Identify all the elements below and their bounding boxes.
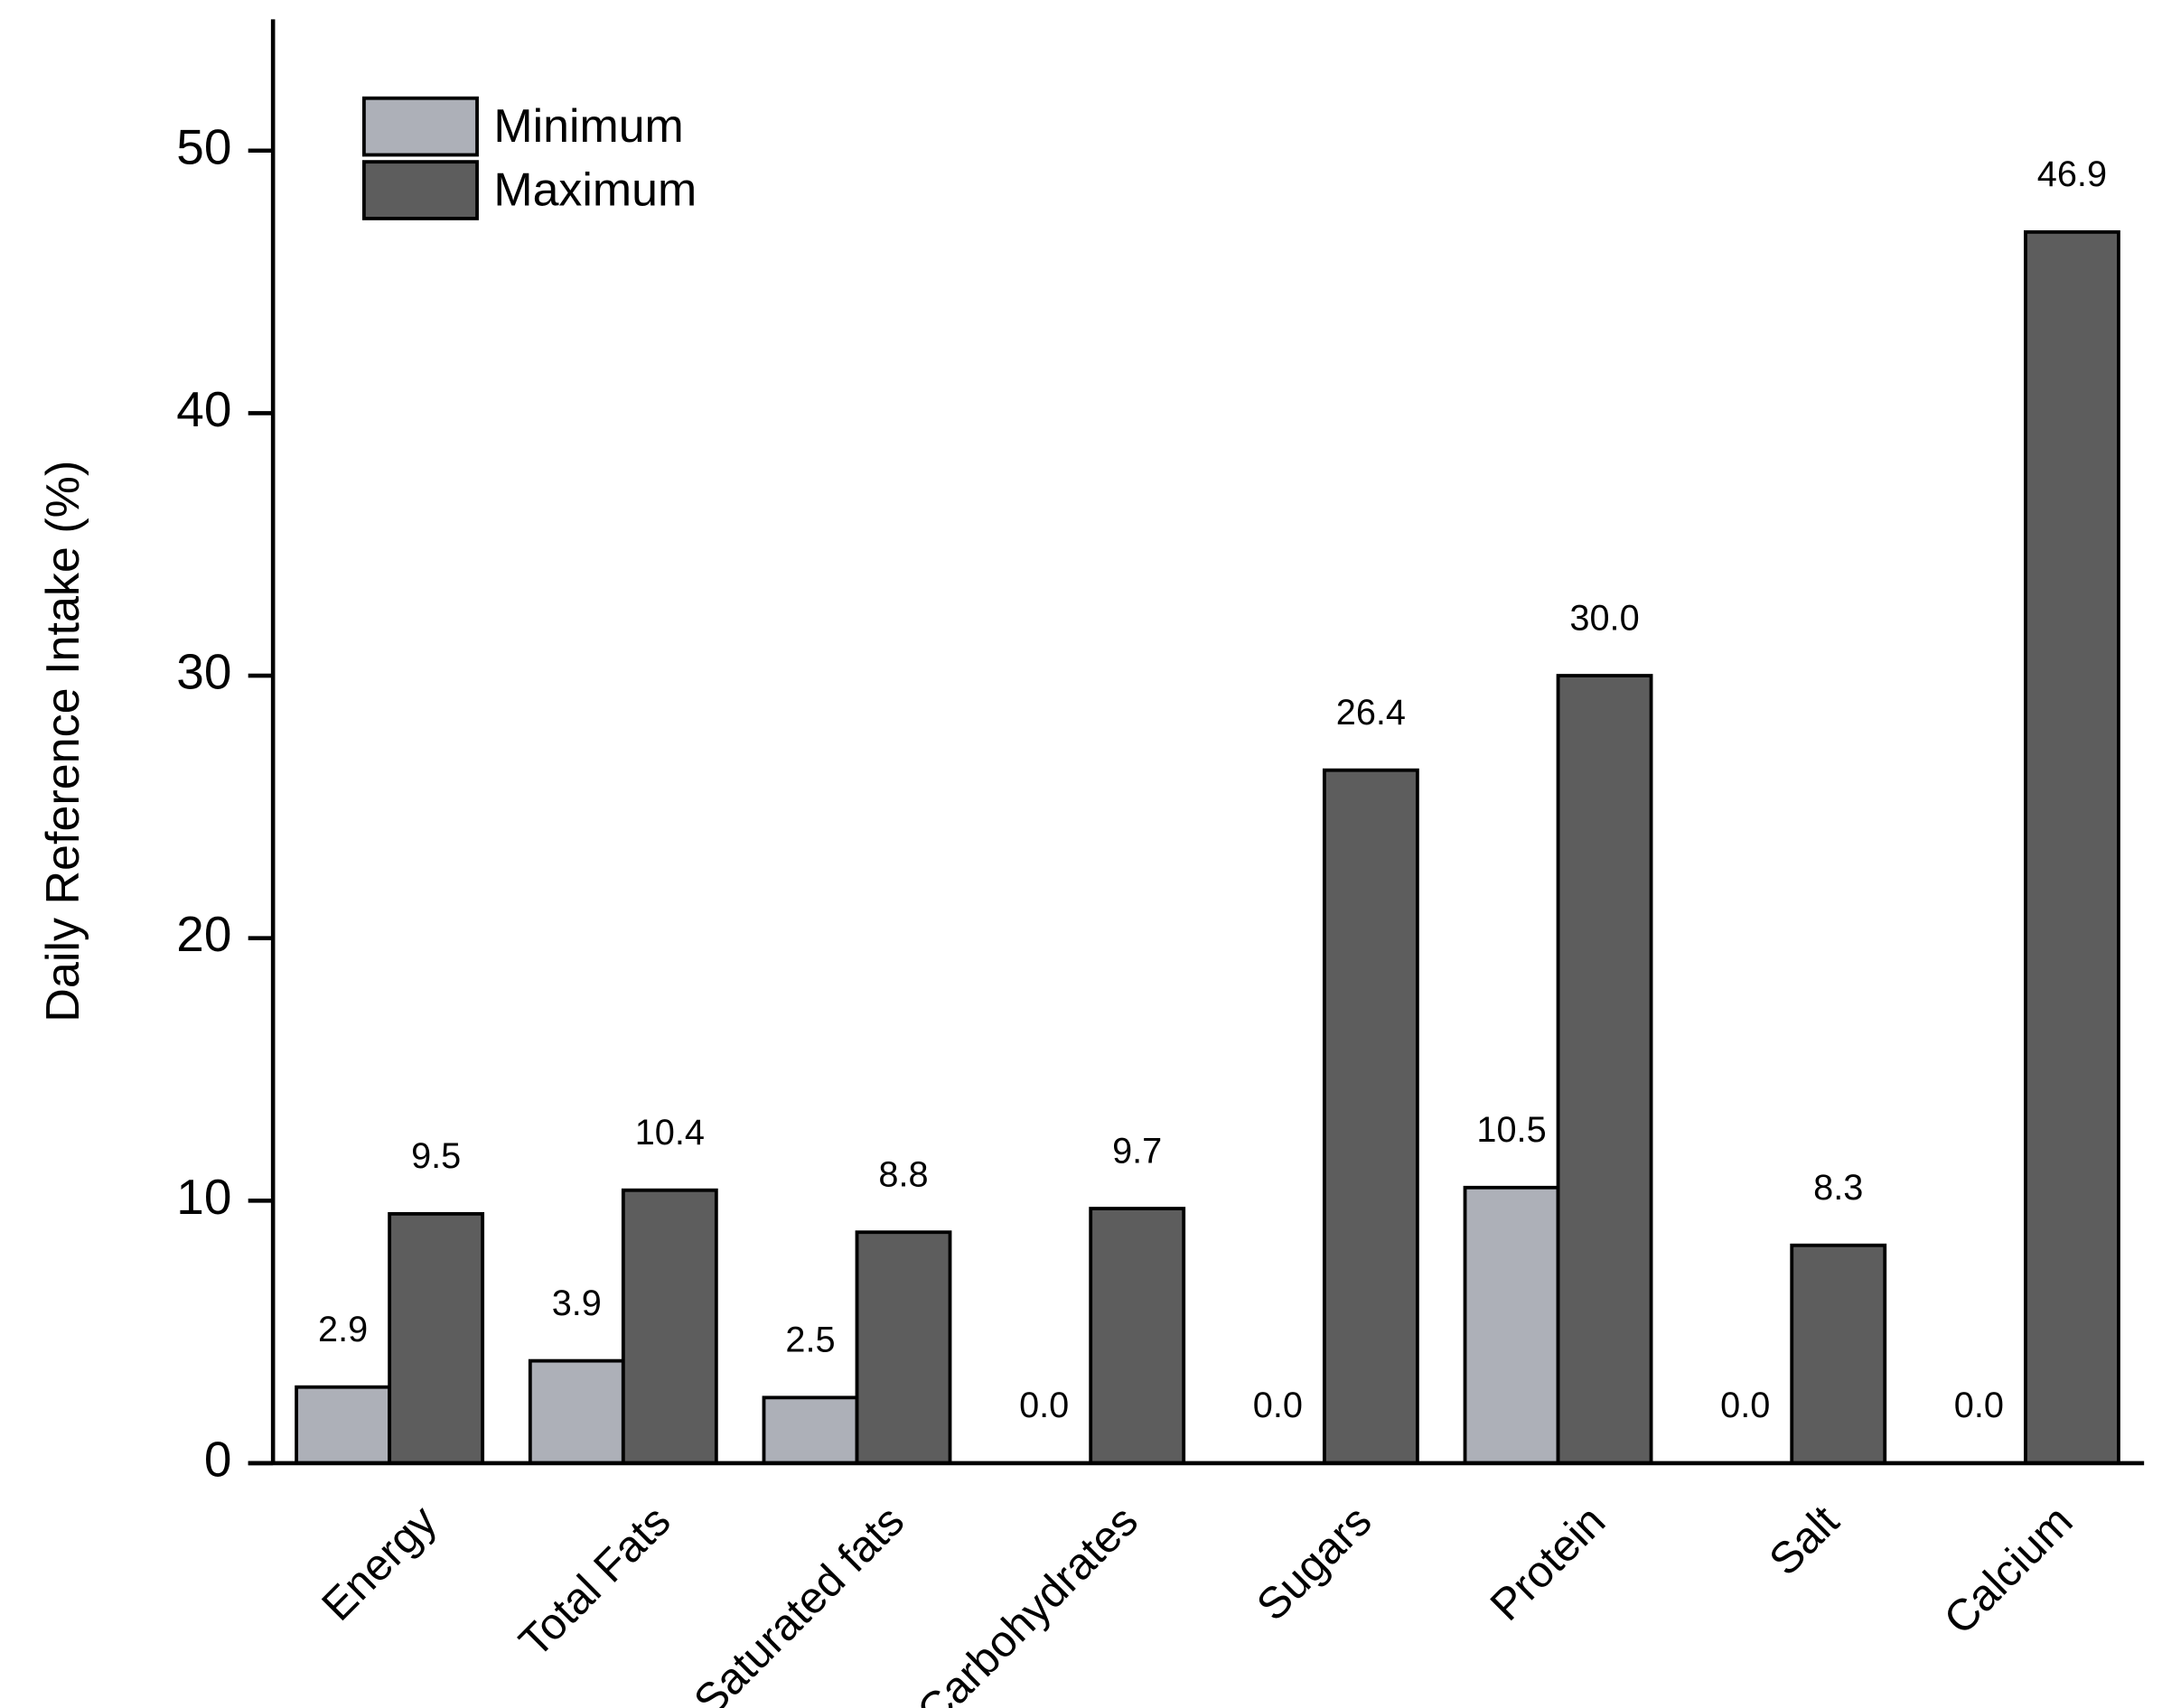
legend-label: Minimum [493, 100, 683, 153]
legend-swatch [361, 160, 479, 220]
value-label: 8.3 [1813, 1168, 1863, 1208]
y-tick-label: 10 [176, 1169, 231, 1225]
legend-swatch [361, 96, 479, 157]
value-label: 30.0 [1569, 598, 1639, 638]
bar [2024, 229, 2120, 1465]
value-label: 2.5 [785, 1321, 835, 1360]
value-label: 2.9 [318, 1310, 368, 1349]
value-label: 9.7 [1112, 1131, 1162, 1171]
bar [762, 1395, 859, 1465]
y-tick-label: 30 [176, 644, 231, 700]
value-label: 3.9 [552, 1283, 602, 1323]
bar [388, 1211, 485, 1465]
bar [528, 1358, 625, 1465]
bar [295, 1385, 392, 1465]
bar [1089, 1207, 1186, 1465]
value-label: 8.8 [878, 1154, 928, 1194]
value-label: 0.0 [1253, 1386, 1303, 1425]
value-label: 26.4 [1336, 693, 1406, 733]
x-tick-label: Total Fats [510, 1497, 680, 1666]
value-label: 46.9 [2037, 154, 2107, 194]
value-label: 0.0 [1954, 1386, 2004, 1425]
x-tick-label: Energy [313, 1496, 446, 1629]
y-tick-label: 40 [176, 381, 231, 437]
bar [1463, 1185, 1560, 1465]
x-tick-label: Saturated fats [685, 1497, 913, 1708]
x-tick-label: Calcium [1935, 1497, 2082, 1644]
x-tick-label: Salt [1760, 1497, 1848, 1585]
y-tick-label: 20 [176, 906, 231, 962]
value-label: 10.4 [635, 1113, 705, 1153]
value-label: 10.5 [1476, 1110, 1546, 1150]
value-label: 9.5 [411, 1136, 461, 1176]
x-tick-label: Carbohydrates [908, 1497, 1147, 1708]
y-tick-label: 50 [176, 118, 231, 174]
bar [1790, 1243, 1887, 1465]
value-label: 0.0 [1720, 1386, 1770, 1425]
y-tick-label: 0 [204, 1431, 232, 1487]
value-label: 0.0 [1019, 1386, 1069, 1425]
bar [621, 1188, 718, 1465]
bar [1322, 768, 1419, 1465]
legend-label: Maximum [493, 163, 697, 216]
x-tick-label: Sugars [1248, 1497, 1381, 1630]
bar [1556, 674, 1653, 1465]
y-axis-label: Daily Reference Intake (%) [37, 461, 89, 1022]
x-tick-label: Protein [1482, 1497, 1615, 1630]
bar [855, 1230, 952, 1465]
